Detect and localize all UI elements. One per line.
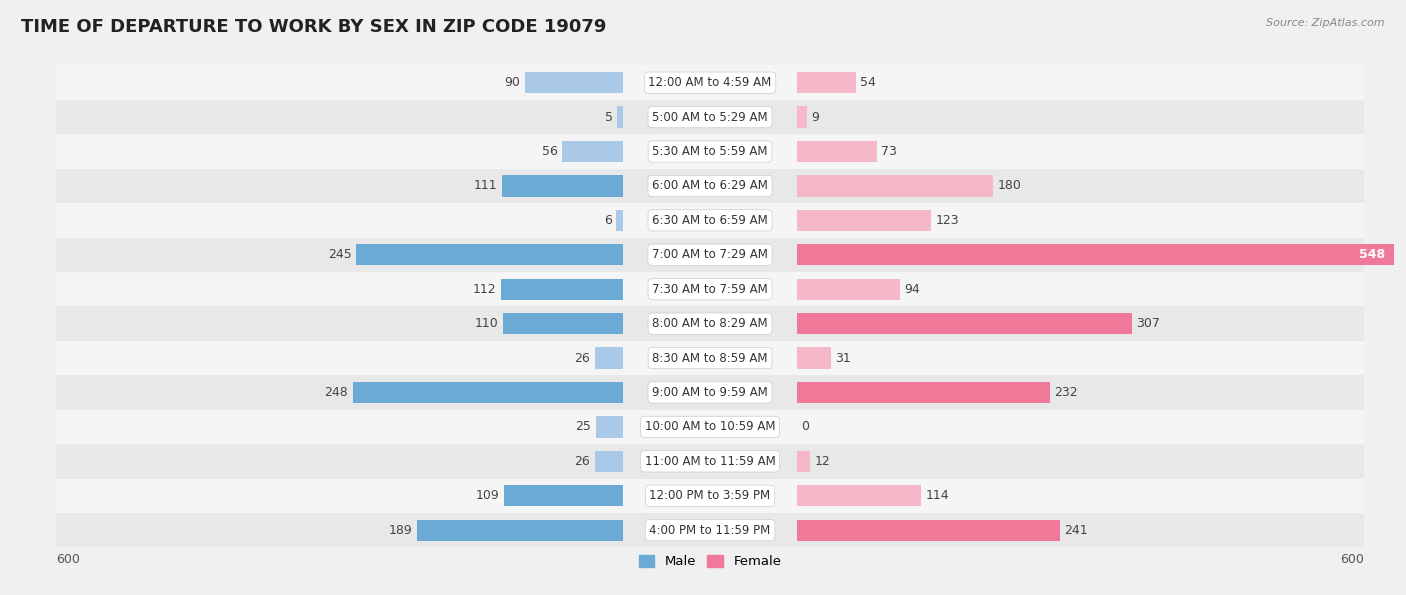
Text: 94: 94	[904, 283, 920, 296]
Text: 10:00 AM to 10:59 AM: 10:00 AM to 10:59 AM	[645, 421, 775, 433]
Bar	[797, 382, 1050, 403]
Bar	[1, 272, 1406, 306]
Bar	[1, 237, 1406, 272]
Text: 5: 5	[605, 111, 613, 124]
Bar	[1, 410, 1406, 444]
Bar	[616, 209, 623, 231]
Text: 189: 189	[389, 524, 412, 537]
Text: 4:00 PM to 11:59 PM: 4:00 PM to 11:59 PM	[650, 524, 770, 537]
Text: 12:00 AM to 4:59 AM: 12:00 AM to 4:59 AM	[648, 76, 772, 89]
Text: 7:00 AM to 7:29 AM: 7:00 AM to 7:29 AM	[652, 248, 768, 261]
Text: 180: 180	[998, 180, 1022, 192]
Bar	[797, 485, 921, 506]
Bar	[1, 375, 1406, 410]
Bar	[1, 341, 1406, 375]
Bar	[503, 313, 623, 334]
Text: 12: 12	[814, 455, 831, 468]
Text: 12:00 PM to 3:59 PM: 12:00 PM to 3:59 PM	[650, 489, 770, 502]
Text: 26: 26	[575, 455, 591, 468]
Text: 9:00 AM to 9:59 AM: 9:00 AM to 9:59 AM	[652, 386, 768, 399]
Bar	[502, 176, 623, 196]
Bar	[797, 141, 877, 162]
Bar	[524, 72, 623, 93]
Bar	[562, 141, 623, 162]
Text: 600: 600	[1340, 553, 1364, 566]
Bar	[797, 347, 831, 369]
Bar	[353, 382, 623, 403]
Bar	[1, 169, 1406, 203]
Text: 123: 123	[935, 214, 959, 227]
Bar	[505, 485, 623, 506]
Bar	[617, 107, 623, 128]
Bar	[1, 100, 1406, 134]
Text: 54: 54	[860, 76, 876, 89]
Bar	[1, 306, 1406, 341]
Text: 6:30 AM to 6:59 AM: 6:30 AM to 6:59 AM	[652, 214, 768, 227]
Bar	[595, 450, 623, 472]
Text: 600: 600	[56, 553, 80, 566]
Bar	[501, 278, 623, 300]
Text: 6: 6	[605, 214, 612, 227]
Text: 245: 245	[328, 248, 352, 261]
Text: 6:00 AM to 6:29 AM: 6:00 AM to 6:29 AM	[652, 180, 768, 192]
Bar	[1, 203, 1406, 237]
Bar	[797, 450, 810, 472]
Text: 112: 112	[472, 283, 496, 296]
Bar	[418, 519, 623, 541]
Text: 26: 26	[575, 352, 591, 365]
Text: 5:00 AM to 5:29 AM: 5:00 AM to 5:29 AM	[652, 111, 768, 124]
Bar	[1, 65, 1406, 100]
Text: 9: 9	[811, 111, 820, 124]
Text: 248: 248	[325, 386, 349, 399]
Text: 73: 73	[882, 145, 897, 158]
Bar	[1, 134, 1406, 169]
Text: 111: 111	[474, 180, 498, 192]
Bar	[797, 519, 1060, 541]
Bar	[596, 416, 623, 437]
Text: 5:30 AM to 5:59 AM: 5:30 AM to 5:59 AM	[652, 145, 768, 158]
Bar	[356, 244, 623, 265]
Bar	[1, 444, 1406, 478]
Bar	[797, 72, 856, 93]
Text: 0: 0	[801, 421, 810, 433]
Bar	[797, 107, 807, 128]
Bar	[797, 209, 931, 231]
Bar	[1, 478, 1406, 513]
Bar	[595, 347, 623, 369]
Text: 241: 241	[1064, 524, 1088, 537]
Text: 232: 232	[1054, 386, 1078, 399]
Text: 548: 548	[1360, 248, 1385, 261]
Text: 110: 110	[475, 317, 499, 330]
Text: 25: 25	[575, 421, 592, 433]
Text: 307: 307	[1136, 317, 1160, 330]
Bar	[797, 313, 1132, 334]
Text: 56: 56	[541, 145, 558, 158]
Text: 11:00 AM to 11:59 AM: 11:00 AM to 11:59 AM	[645, 455, 775, 468]
Text: 90: 90	[505, 76, 520, 89]
Text: 8:30 AM to 8:59 AM: 8:30 AM to 8:59 AM	[652, 352, 768, 365]
Legend: Male, Female: Male, Female	[634, 551, 786, 572]
Text: 114: 114	[925, 489, 949, 502]
Text: TIME OF DEPARTURE TO WORK BY SEX IN ZIP CODE 19079: TIME OF DEPARTURE TO WORK BY SEX IN ZIP …	[21, 18, 606, 36]
Bar	[797, 278, 900, 300]
Bar	[797, 244, 1395, 265]
Bar	[797, 176, 993, 196]
Text: 7:30 AM to 7:59 AM: 7:30 AM to 7:59 AM	[652, 283, 768, 296]
Text: Source: ZipAtlas.com: Source: ZipAtlas.com	[1267, 18, 1385, 28]
Text: 109: 109	[477, 489, 499, 502]
Text: 8:00 AM to 8:29 AM: 8:00 AM to 8:29 AM	[652, 317, 768, 330]
Bar	[1, 513, 1406, 547]
Text: 31: 31	[835, 352, 851, 365]
